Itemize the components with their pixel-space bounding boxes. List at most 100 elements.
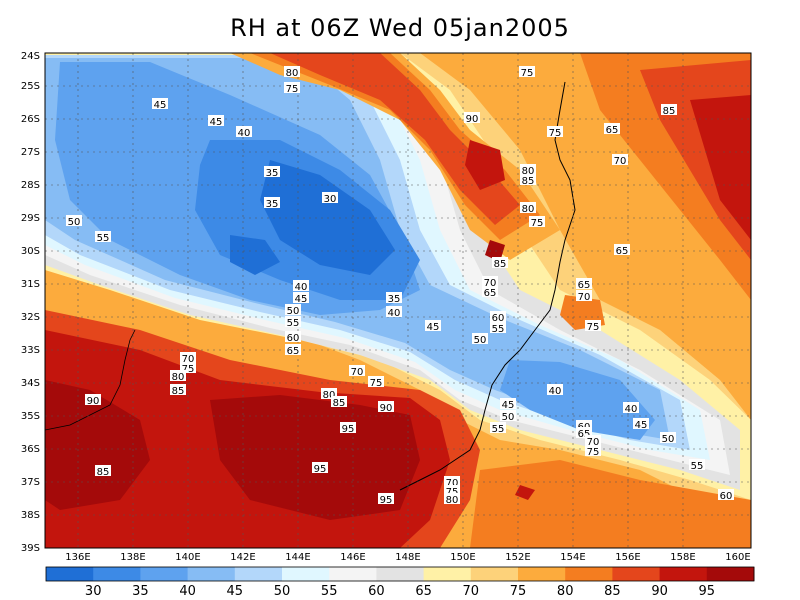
colorbar-label: 90 bbox=[651, 584, 668, 599]
colorbar-frame bbox=[45, 566, 755, 582]
contour-label: 70 bbox=[444, 476, 460, 489]
colorbar-label: 45 bbox=[227, 584, 244, 599]
svg-text:80: 80 bbox=[522, 204, 535, 215]
colorbar-labels: 30 35 40 45 50 55 60 65 70 75 80 85 90 95 bbox=[85, 584, 715, 599]
contour-label: 60 bbox=[718, 489, 734, 502]
contour-label: 45 bbox=[152, 98, 168, 111]
svg-text:40: 40 bbox=[388, 308, 401, 319]
contour-label: 75 bbox=[585, 445, 601, 458]
svg-text:60: 60 bbox=[287, 333, 300, 344]
colorbar-swatch bbox=[234, 567, 283, 581]
svg-text:50: 50 bbox=[662, 434, 675, 445]
contour-label: 50 bbox=[66, 215, 82, 228]
contour-label: 75 bbox=[519, 66, 535, 79]
svg-text:40: 40 bbox=[549, 386, 562, 397]
colorbar-label: 30 bbox=[85, 584, 102, 599]
svg-text:95: 95 bbox=[380, 495, 393, 506]
contour-label: 75 bbox=[180, 362, 196, 375]
contour-label: 45 bbox=[425, 320, 441, 333]
colorbar-label: 75 bbox=[510, 584, 527, 599]
svg-text:90: 90 bbox=[87, 396, 100, 407]
svg-text:45: 45 bbox=[210, 117, 223, 128]
contour-label: 75 bbox=[444, 485, 460, 498]
svg-text:55: 55 bbox=[287, 318, 300, 329]
contour-label: 55 bbox=[285, 316, 301, 329]
contour-label: 65 bbox=[482, 286, 498, 299]
svg-text:45: 45 bbox=[295, 294, 308, 305]
contour-label: 70 bbox=[585, 435, 601, 448]
svg-text:85: 85 bbox=[333, 398, 346, 409]
contour-label: 45 bbox=[293, 292, 309, 305]
map-title: RH at 06Z Wed 05jan2005 bbox=[230, 14, 570, 42]
lon-tick-label: 142E bbox=[230, 552, 255, 563]
contour-label: 75 bbox=[529, 216, 545, 229]
colorbar-label: 95 bbox=[699, 584, 716, 599]
lat-tick-label: 39S bbox=[21, 543, 40, 554]
contour-label: 70 bbox=[482, 276, 498, 289]
colorbar-swatch bbox=[612, 567, 661, 581]
contour-label: 85 bbox=[95, 465, 111, 478]
contour-label: 85 bbox=[492, 257, 508, 270]
contour-label: 35 bbox=[386, 292, 402, 305]
lat-tick-label: 29S bbox=[21, 213, 40, 224]
lon-tick-label: 138E bbox=[120, 552, 145, 563]
colorbar-label: 65 bbox=[415, 584, 432, 599]
svg-text:45: 45 bbox=[427, 322, 440, 333]
lat-tick-label: 25S bbox=[21, 81, 40, 92]
contour-label: 75 bbox=[547, 126, 563, 139]
colorbar-swatch bbox=[518, 567, 566, 581]
contour-label: 85 bbox=[331, 396, 347, 409]
colorbar-swatch bbox=[46, 567, 94, 581]
svg-text:95: 95 bbox=[342, 424, 355, 435]
contour-label: 50 bbox=[660, 432, 676, 445]
contour-label: 45 bbox=[500, 398, 516, 411]
contour-label: 50 bbox=[472, 333, 488, 346]
svg-text:35: 35 bbox=[266, 199, 279, 210]
gridlines bbox=[45, 53, 751, 548]
svg-text:85: 85 bbox=[172, 386, 185, 397]
svg-text:35: 35 bbox=[266, 168, 279, 179]
svg-text:95: 95 bbox=[314, 464, 327, 475]
lon-tick-label: 158E bbox=[670, 552, 695, 563]
contour-label: 80 bbox=[284, 66, 300, 79]
contour-label: 65 bbox=[576, 427, 592, 440]
svg-text:75: 75 bbox=[182, 364, 195, 375]
svg-text:65: 65 bbox=[287, 346, 300, 357]
svg-text:45: 45 bbox=[635, 420, 648, 431]
contour-label: 85 bbox=[520, 174, 536, 187]
svg-text:40: 40 bbox=[625, 404, 638, 415]
svg-text:35: 35 bbox=[388, 294, 401, 305]
lat-tick-label: 26S bbox=[21, 114, 40, 125]
svg-text:75: 75 bbox=[446, 487, 459, 498]
contour-label: 95 bbox=[340, 422, 356, 435]
lon-tick-label: 156E bbox=[615, 552, 640, 563]
lat-tick-label: 35S bbox=[21, 411, 40, 422]
svg-text:40: 40 bbox=[238, 128, 251, 139]
contour-label: 40 bbox=[623, 402, 639, 415]
contour-label: 65 bbox=[604, 123, 620, 136]
svg-text:40: 40 bbox=[295, 282, 308, 293]
colorbar-swatch bbox=[282, 567, 330, 581]
svg-text:50: 50 bbox=[474, 335, 487, 346]
lon-tick-label: 140E bbox=[175, 552, 200, 563]
colorbar-label: 70 bbox=[463, 584, 480, 599]
colorbar-label: 40 bbox=[179, 584, 196, 599]
svg-text:75: 75 bbox=[370, 378, 383, 389]
contour-label: 35 bbox=[264, 197, 280, 210]
contour-label: 70 bbox=[576, 290, 592, 303]
svg-text:55: 55 bbox=[492, 424, 505, 435]
lat-tick-label: 38S bbox=[21, 510, 40, 521]
svg-text:75: 75 bbox=[587, 447, 600, 458]
lat-tick-label: 36S bbox=[21, 444, 40, 455]
contour-label: 60 bbox=[285, 331, 301, 344]
svg-text:90: 90 bbox=[380, 403, 393, 414]
svg-text:75: 75 bbox=[587, 322, 600, 333]
lat-tick-label: 27S bbox=[21, 147, 40, 158]
lon-tick-label: 136E bbox=[65, 552, 90, 563]
svg-text:60: 60 bbox=[720, 491, 733, 502]
svg-text:70: 70 bbox=[587, 437, 600, 448]
lon-tick-label: 144E bbox=[285, 552, 310, 563]
lon-tick-label: 148E bbox=[395, 552, 420, 563]
